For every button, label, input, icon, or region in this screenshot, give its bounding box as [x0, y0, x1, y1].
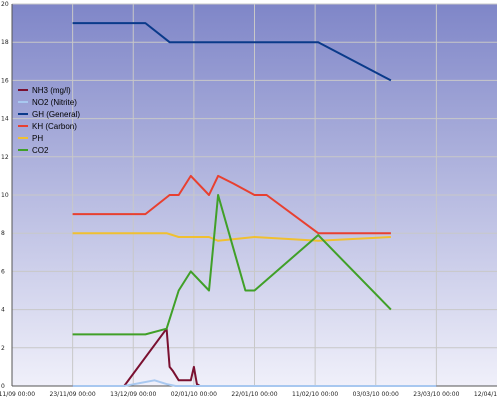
- y-tick-label: 12: [1, 154, 9, 161]
- x-tick-label: 12/04/10 00:00: [474, 391, 497, 398]
- x-tick-label: 02/01/10 00:00: [171, 391, 217, 398]
- y-tick-label: 6: [1, 268, 5, 275]
- legend: NH3 (mg/l) NO2 (Nitrite) GH (General) KH (C…: [18, 86, 80, 155]
- x-tick-label: 13/12/09 00:00: [110, 391, 156, 398]
- x-tick-label: 11/02/10 00:00: [292, 391, 338, 398]
- x-tick-label: 22/01/10 00:00: [231, 391, 277, 398]
- legend-label-no2-nitrite: NO2 (Nitrite): [32, 98, 77, 107]
- y-tick-label: 2: [1, 345, 5, 352]
- legend-label-ph: PH: [32, 134, 43, 143]
- series-line-no2-nitrite: [72, 379, 437, 387]
- x-tick-label: 23/03/10 00:00: [413, 391, 459, 398]
- y-tick-label: 8: [1, 230, 5, 237]
- series-line-nh3-mg-l: [72, 327, 437, 387]
- y-tick-label: 20: [1, 1, 9, 8]
- legend-label-co2: CO2: [32, 146, 49, 155]
- y-tick-label: 10: [1, 192, 9, 199]
- y-tick-label: 4: [1, 307, 5, 314]
- y-tick-label: 0: [1, 383, 5, 390]
- series-lines: [72, 22, 437, 387]
- x-tick-label: 23/11/09 00:00: [50, 391, 96, 398]
- y-tick-label: 18: [1, 39, 9, 46]
- x-tick-label: 03/11/09 00:00: [0, 391, 35, 398]
- y-tick-label: 16: [1, 77, 9, 84]
- legend-label-gh-general: GH (General): [32, 110, 80, 119]
- y-tick-label: 14: [1, 116, 9, 123]
- series-line-kh-carbon: [72, 174, 391, 235]
- x-tick-label: 03/03/10 00:00: [353, 391, 399, 398]
- series-line-co2: [72, 194, 392, 336]
- series-line-gh-general: [72, 22, 392, 82]
- legend-label-nh3-mg-l: NH3 (mg/l): [32, 86, 71, 95]
- legend-label-kh-carbon: KH (Carbon): [32, 122, 77, 131]
